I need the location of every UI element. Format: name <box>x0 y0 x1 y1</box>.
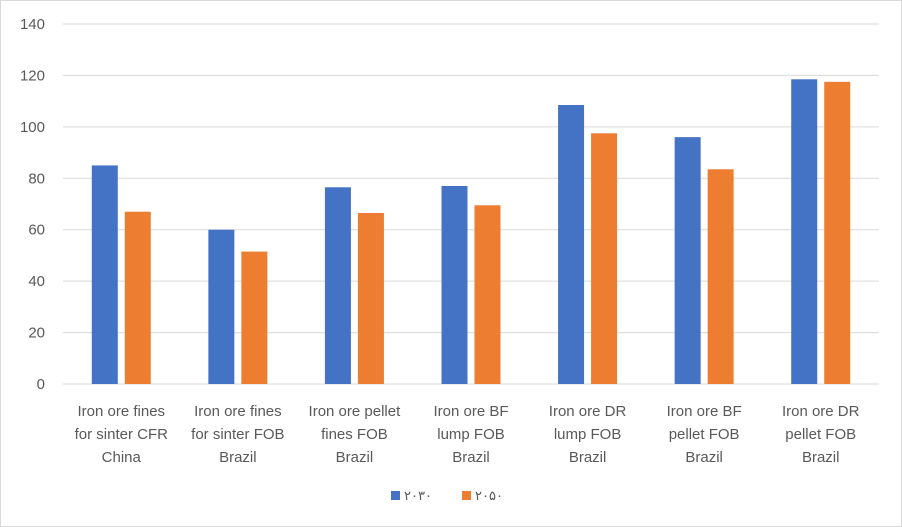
legend-label: ۲۰۳۰ <box>404 489 432 504</box>
x-tick-label: Iron ore BF <box>433 403 508 420</box>
x-tick-label: Iron ore DR <box>782 403 860 420</box>
legend-swatch <box>462 491 471 500</box>
x-tick-label: Iron ore pellet <box>309 403 402 420</box>
y-tick-label: 140 <box>20 16 45 33</box>
x-tick-label: Brazil <box>452 449 490 466</box>
x-tick-label: China <box>102 449 142 466</box>
x-tick-label: Brazil <box>336 449 374 466</box>
bar-series-1-cat-1 <box>91 165 118 384</box>
y-tick-label: 0 <box>37 376 45 393</box>
x-tick-label: for sinter CFR <box>75 426 169 443</box>
x-tick-label: Iron ore BF <box>667 403 742 420</box>
x-tick-label: lump FOB <box>437 426 505 443</box>
bar-series-2-cat-5 <box>591 133 618 384</box>
x-tick-label: Brazil <box>685 449 723 466</box>
y-tick-label: 100 <box>20 119 45 136</box>
y-tick-label: 80 <box>28 170 45 187</box>
bar-series-1-cat-4 <box>441 186 468 384</box>
gridlines <box>63 23 879 385</box>
legend-label: ۲۰۵۰ <box>475 489 503 504</box>
bar-series-2-cat-4 <box>474 205 501 384</box>
x-tick-label: pellet FOB <box>785 426 856 443</box>
bar-series-1-cat-5 <box>558 105 585 384</box>
y-axis: 0 20 40 60 80 100 120 140 <box>20 16 45 393</box>
x-tick-label: Brazil <box>802 449 840 466</box>
x-tick-label: Brazil <box>569 449 607 466</box>
legend-swatch <box>391 491 400 500</box>
x-tick-label: fines FOB <box>321 426 388 443</box>
bar-series-2-cat-6 <box>707 169 734 384</box>
x-tick-label: lump FOB <box>554 426 622 443</box>
x-tick-label: Iron ore DR <box>549 403 627 420</box>
x-tick-label: for sinter FOB <box>191 426 284 443</box>
x-tick-label: Iron ore fines <box>194 403 282 420</box>
x-tick-label: pellet FOB <box>669 426 740 443</box>
bar-series-2-cat-7 <box>824 81 851 384</box>
bar-series-2-cat-1 <box>124 211 151 384</box>
bar-series-1-cat-7 <box>791 79 818 385</box>
bar-series-1-cat-3 <box>324 187 351 384</box>
legend: ۲۰۳۰ ۲۰۵۰ <box>391 489 503 504</box>
y-tick-label: 120 <box>20 67 45 84</box>
bar-series-1-cat-6 <box>674 137 701 384</box>
y-tick-label: 40 <box>28 273 45 290</box>
x-axis: Iron ore fines for sinter CFR China Iron or… <box>75 403 860 466</box>
y-tick-label: 60 <box>28 222 45 239</box>
y-tick-label: 20 <box>28 325 45 342</box>
bars <box>91 79 851 385</box>
bar-series-2-cat-3 <box>357 213 384 384</box>
x-tick-label: Iron ore fines <box>78 403 166 420</box>
bar-series-1-cat-2 <box>208 229 235 384</box>
x-tick-label: Brazil <box>219 449 257 466</box>
bar-series-2-cat-2 <box>241 251 268 384</box>
